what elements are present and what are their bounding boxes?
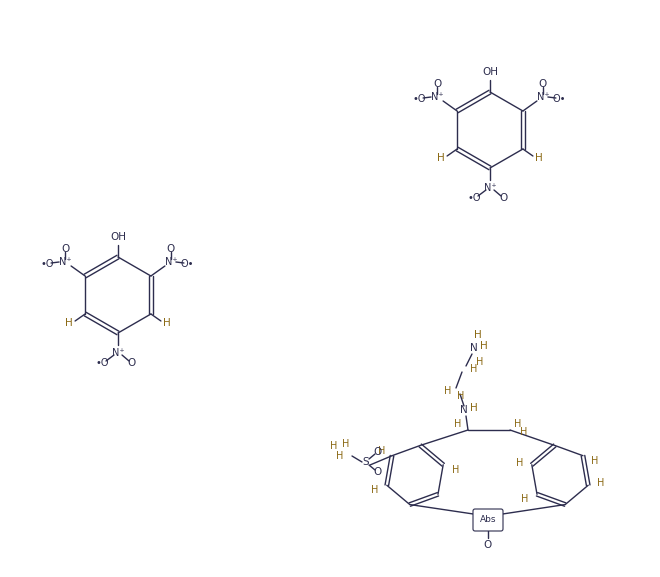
Text: OH: OH [482, 67, 498, 77]
Text: H: H [471, 364, 478, 374]
Text: O: O [374, 447, 382, 457]
Text: Abs: Abs [480, 515, 496, 524]
Text: H: H [371, 485, 378, 495]
Text: N⁺: N⁺ [164, 257, 178, 267]
Text: O•: O• [552, 94, 566, 104]
Text: H: H [343, 439, 350, 449]
Text: H: H [474, 330, 482, 340]
Text: OH: OH [110, 232, 126, 242]
Text: N: N [470, 343, 478, 353]
Text: H: H [330, 441, 338, 451]
Text: H: H [457, 391, 465, 401]
Text: H: H [480, 341, 488, 351]
Text: H: H [477, 357, 484, 367]
Text: H: H [521, 494, 529, 504]
Text: O: O [539, 79, 547, 89]
Text: O: O [374, 467, 382, 477]
Text: O: O [433, 79, 442, 89]
Text: O•: O• [180, 259, 193, 269]
Text: •O: •O [40, 259, 54, 269]
Text: O: O [167, 244, 175, 254]
Text: N⁺: N⁺ [537, 92, 549, 102]
Text: O: O [128, 358, 136, 368]
Text: H: H [163, 318, 171, 328]
Text: H: H [514, 419, 521, 429]
Text: O: O [500, 193, 508, 203]
Text: N⁺: N⁺ [59, 257, 71, 267]
Text: H: H [451, 464, 459, 475]
Text: N: N [460, 405, 468, 415]
Text: H: H [591, 456, 599, 466]
Text: •O: •O [95, 358, 109, 368]
Text: N⁺: N⁺ [112, 348, 124, 358]
Text: N⁺: N⁺ [484, 183, 496, 193]
Text: H: H [520, 427, 528, 437]
Text: O: O [484, 540, 492, 550]
Text: O: O [61, 244, 69, 254]
Text: H: H [378, 445, 385, 456]
Text: S: S [363, 457, 370, 467]
Text: H: H [535, 153, 543, 163]
Text: •O: •O [412, 94, 426, 104]
Text: H: H [337, 451, 344, 461]
Text: •O: •O [467, 193, 480, 203]
Text: H: H [444, 386, 451, 396]
Text: H: H [597, 478, 604, 488]
Text: H: H [437, 153, 445, 163]
Text: H: H [470, 403, 478, 413]
Text: H: H [65, 318, 73, 328]
Text: H: H [454, 419, 462, 429]
FancyBboxPatch shape [473, 509, 503, 531]
Text: H: H [516, 458, 523, 468]
Text: N⁺: N⁺ [431, 92, 444, 102]
